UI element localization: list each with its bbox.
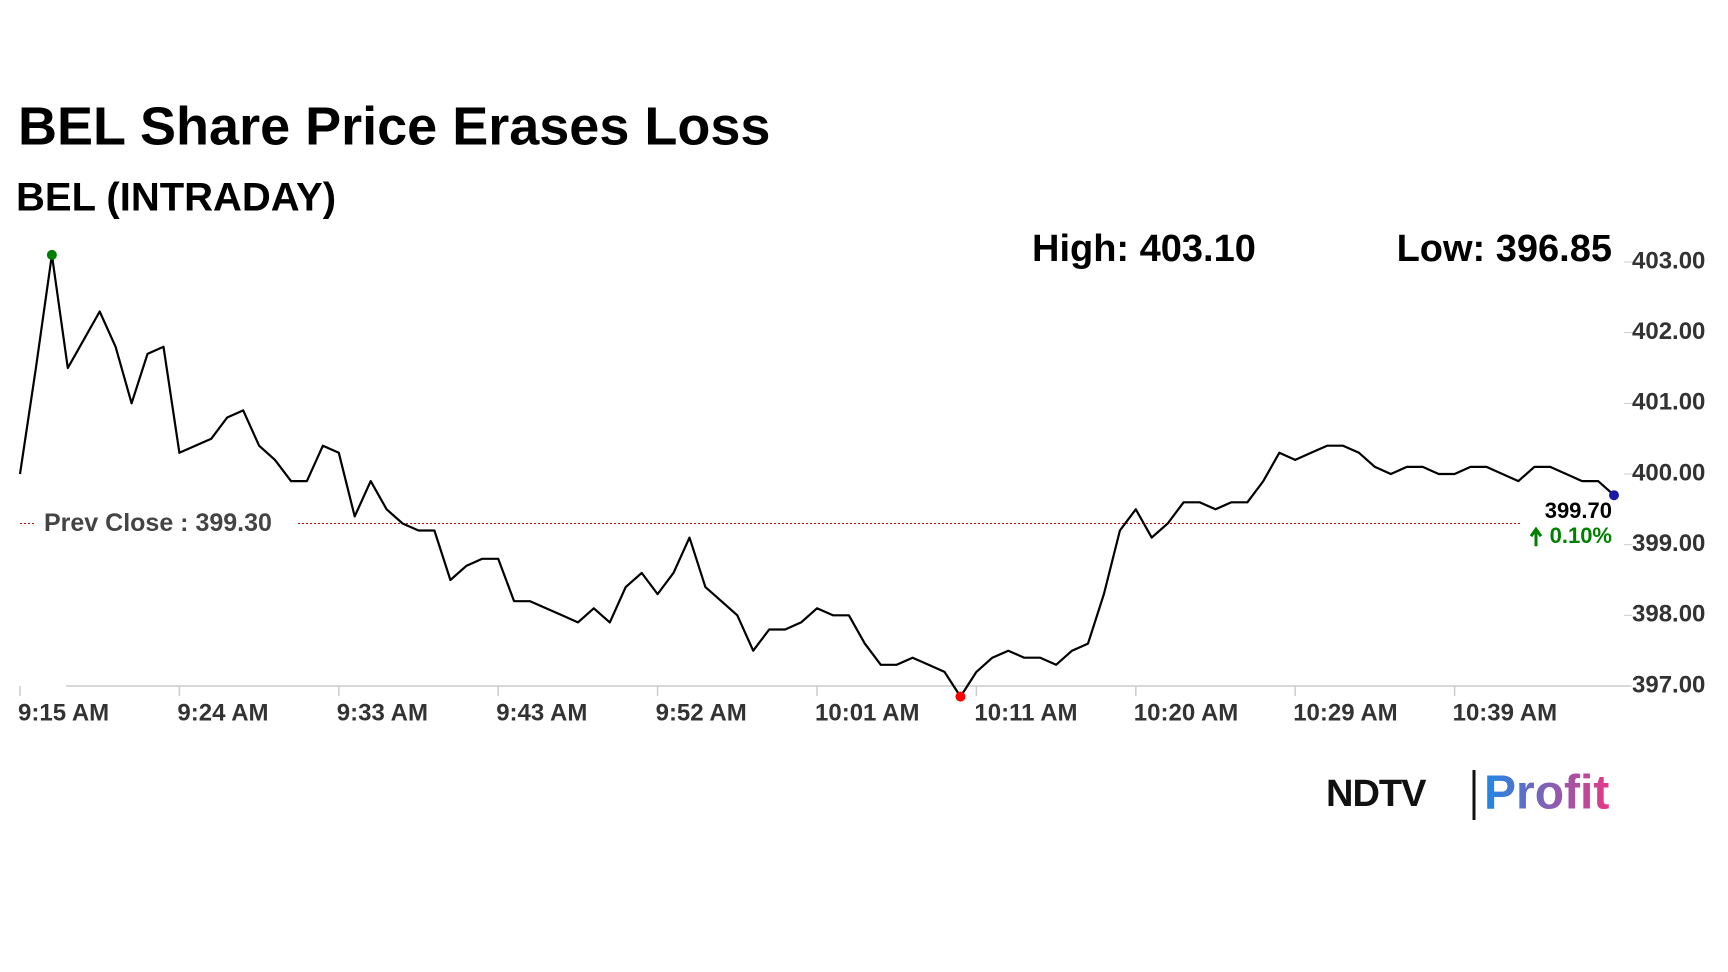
y-tick-label: 399.00 (1632, 530, 1705, 557)
x-tick-label: 9:15 AM (18, 699, 109, 726)
y-tick-label: 400.00 (1632, 459, 1705, 486)
low-label: Low: 396.85 (1397, 228, 1612, 270)
x-tick-label: 10:39 AM (1453, 699, 1557, 726)
x-tick-label: 9:43 AM (496, 699, 587, 726)
low-marker (955, 691, 966, 702)
change-label: 0.10% (1550, 523, 1612, 548)
chart-subtitle: BEL (INTRADAY) (16, 176, 336, 220)
last-marker (1609, 490, 1619, 501)
y-tick-label: 403.00 (1632, 247, 1705, 274)
high-label: High: 403.10 (1032, 228, 1256, 270)
price-line (18, 253, 1615, 698)
x-tick-label: 10:01 AM (815, 699, 919, 726)
brand-profit: Profit (1484, 767, 1609, 820)
x-tick-label: 9:24 AM (177, 699, 268, 726)
brand-ndtv: NDTV (1326, 773, 1427, 815)
chart-title: BEL Share Price Erases Loss (18, 96, 770, 156)
y-tick-label: 401.00 (1632, 389, 1705, 416)
high-marker (46, 249, 57, 260)
y-tick-label: 397.00 (1632, 671, 1705, 698)
x-tick-label: 10:11 AM (974, 699, 1077, 726)
x-tick-label: 10:29 AM (1293, 699, 1397, 726)
x-tick-label: 9:33 AM (337, 699, 428, 726)
y-tick-label: 398.00 (1632, 601, 1705, 628)
y-tick-label: 402.00 (1632, 318, 1705, 345)
up-arrow (1529, 526, 1543, 547)
last-price-label: 399.70 (1545, 498, 1612, 523)
x-tick-label: 9:52 AM (656, 699, 747, 726)
x-tick-label: 10:20 AM (1134, 699, 1238, 726)
prev-close-label: Prev Close : 399.30 (44, 509, 272, 537)
